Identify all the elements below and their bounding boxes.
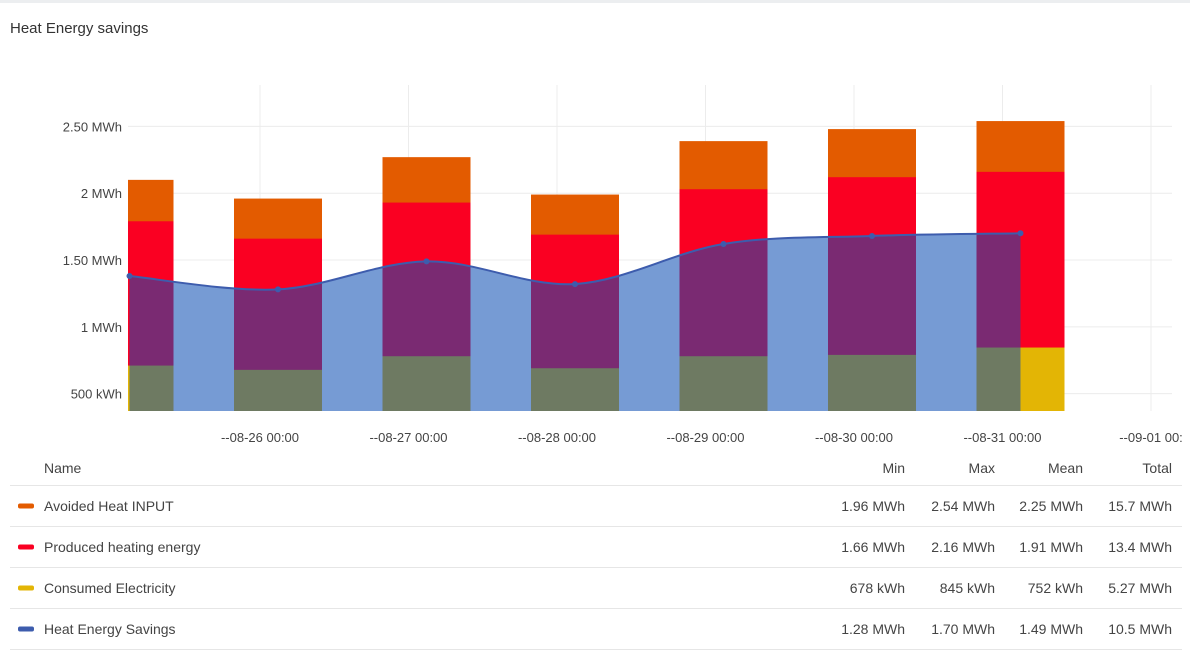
data-point <box>423 258 430 265</box>
legend-mean: 752 kWh <box>1027 580 1083 596</box>
x-axis: --08-26 00:00 --08-27 00:00 --08-28 00:00 -… <box>221 430 1183 445</box>
bar-overlap-consumed-electricity <box>828 354 916 411</box>
data-point <box>1017 230 1024 237</box>
bar-overlap-consumed-electricity <box>234 369 322 411</box>
x-tick-label: --08-27 00:00 <box>369 430 447 445</box>
legend-row[interactable]: Avoided Heat INPUT 1.96 MWh 2.54 MWh 2.2… <box>10 486 1182 527</box>
legend-mean: 1.91 MWh <box>1019 539 1083 555</box>
data-point <box>126 273 133 280</box>
x-tick-label: --08-29 00:00 <box>666 430 744 445</box>
x-tick-label: --08-31 00:00 <box>963 430 1041 445</box>
data-point <box>869 232 875 239</box>
legend-header-total[interactable]: Total <box>1142 459 1172 476</box>
legend-row[interactable]: Produced heating energy 1.66 MWh 2.16 MW… <box>10 527 1182 568</box>
panel-top-border <box>0 0 1190 3</box>
legend-header-mean[interactable]: Mean <box>1047 459 1083 476</box>
legend-series-name[interactable]: Produced heating energy <box>44 539 201 555</box>
legend-mean: 2.25 MWh <box>1019 498 1083 514</box>
legend-max: 2.16 MWh <box>931 539 995 555</box>
legend-header-name[interactable]: Name <box>44 459 82 476</box>
legend-min: 678 kWh <box>849 580 905 596</box>
legend-header-min[interactable]: Min <box>882 459 905 476</box>
y-axis: 500 kWh 1 MWh 1.50 MWh 2 MWh 2.50 MWh <box>63 119 122 401</box>
legend-row[interactable]: Consumed Electricity 678 kWh 845 kWh 752… <box>10 568 1182 609</box>
legend-min: 1.66 MWh <box>841 539 905 555</box>
y-tick-label: 1 MWh <box>81 320 122 335</box>
x-tick-label: --08-26 00:00 <box>221 430 299 445</box>
series-color-swatch[interactable] <box>18 503 34 509</box>
data-point <box>720 240 727 247</box>
y-tick-label: 500 kWh <box>71 387 122 402</box>
bar-overlap-consumed-electricity <box>531 368 619 411</box>
bar-overlap-consumed-electricity <box>129 365 174 411</box>
series-color-swatch[interactable] <box>18 544 34 550</box>
legend-total: 10.5 MWh <box>1108 621 1172 637</box>
legend-max: 845 kWh <box>939 580 995 596</box>
bars-under-area <box>129 233 1021 411</box>
legend-table: Name Min Max Mean Total Avoided Heat INP… <box>10 450 1182 650</box>
legend-series-name[interactable]: Avoided Heat INPUT <box>44 498 174 514</box>
legend-header-max[interactable]: Max <box>968 459 995 476</box>
legend-max: 2.54 MWh <box>931 498 995 514</box>
data-point <box>572 281 578 288</box>
legend-max: 1.70 MWh <box>931 621 995 637</box>
x-tick-label: --08-28 00:00 <box>518 430 596 445</box>
series-color-swatch[interactable] <box>18 585 34 591</box>
y-tick-label: 2 MWh <box>81 186 122 201</box>
legend-total: 13.4 MWh <box>1108 539 1172 555</box>
legend-mean: 1.49 MWh <box>1019 621 1083 637</box>
heat-energy-savings-points <box>126 230 1024 293</box>
legend-total: 15.7 MWh <box>1108 498 1172 514</box>
panel-title[interactable]: Heat Energy savings <box>10 20 149 37</box>
y-tick-label: 2.50 MWh <box>63 119 122 134</box>
x-tick-label: --09-01 00: <box>1119 430 1183 445</box>
chart[interactable]: 500 kWh 1 MWh 1.50 MWh 2 MWh 2.50 MWh --08-2… <box>0 0 1190 450</box>
legend-series-name[interactable]: Consumed Electricity <box>44 580 176 596</box>
legend-header: Name Min Max Mean Total <box>10 450 1182 486</box>
bar-overlap-consumed-electricity <box>382 356 471 411</box>
legend-min: 1.96 MWh <box>841 498 905 514</box>
bar-overlap-consumed-electricity <box>976 347 1021 411</box>
legend-total: 5.27 MWh <box>1108 580 1172 596</box>
legend-row[interactable]: Heat Energy Savings 1.28 MWh 1.70 MWh 1.… <box>10 609 1182 650</box>
series-color-swatch[interactable] <box>18 626 34 632</box>
y-tick-label: 1.50 MWh <box>63 253 122 268</box>
x-tick-label: --08-30 00:00 <box>815 430 893 445</box>
legend-min: 1.28 MWh <box>841 621 905 637</box>
data-point <box>275 286 281 293</box>
legend-series-name[interactable]: Heat Energy Savings <box>44 621 176 637</box>
bar-overlap-consumed-electricity <box>679 356 768 411</box>
